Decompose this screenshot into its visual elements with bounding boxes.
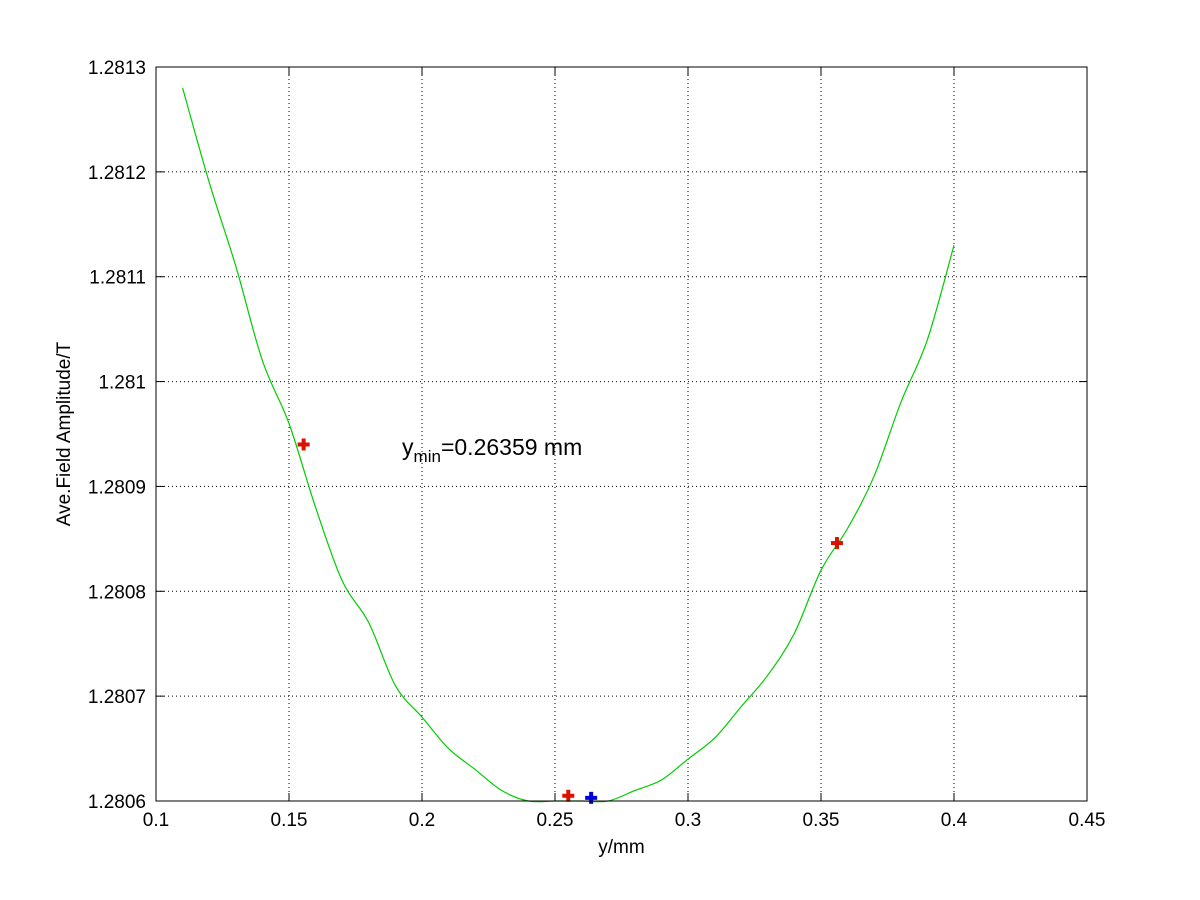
y-tick-label: 1.2807 [88,687,146,708]
y-tick-label: 1.2812 [88,163,146,184]
axes-frame [155,66,1088,802]
y-tick-labels: 1.2806 1.2807 1.2808 1.2809 1.281 1.2811 1.281… [88,58,146,813]
ymin-annotation: ymin=0.26359 mm [402,434,582,466]
y-tick-label: 1.2811 [89,268,146,289]
x-tick-label: 0.45 [1069,810,1106,831]
y-tick-label: 1.281 [98,373,146,394]
x-tick-label: 0.4 [941,810,968,831]
x-tick-label: 0.3 [675,810,701,831]
annotation-layer: ymin=0.26359 mm [402,434,582,466]
x-axis-label: y/mm [598,837,644,858]
plus-marker [562,789,575,802]
plot-area: ymin=0.26359 mm [155,66,1088,804]
y-tick-label: 1.2813 [88,58,146,79]
x-tick-label: 0.15 [271,810,308,831]
x-tick-label: 0.25 [537,810,574,831]
x-tick-label: 0.2 [409,810,435,831]
x-tick-label: 0.35 [803,810,840,831]
axes-box [156,67,1087,801]
y-tick-label: 1.2806 [88,792,146,813]
x-tick-labels: 0.1 0.15 0.2 0.25 0.3 0.35 0.4 0.45 [143,810,1106,831]
plus-marker [297,438,310,451]
y-tick-label: 1.2809 [88,477,146,498]
y-axis-label: Ave.Field Amplitude/T [54,341,75,526]
x-tick-label: 0.1 [143,810,169,831]
plus-marker [830,537,843,550]
plus-marker [585,791,598,804]
y-tick-label: 1.2808 [88,582,146,603]
